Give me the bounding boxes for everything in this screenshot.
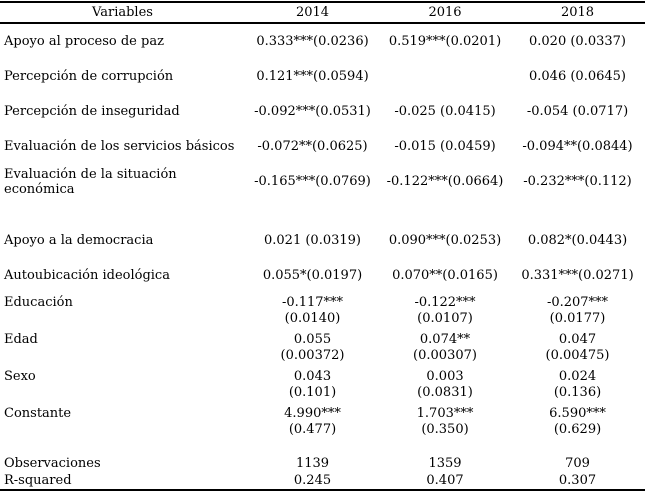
column-header-2016: 2016: [428, 5, 462, 20]
coefficient-cell-2014: 0.121***(0.0594): [256, 69, 369, 84]
table-row-democracia: Apoyo a la democracia 0.021 (0.0319) 0.0…: [0, 223, 645, 258]
table-row-observaciones: Observaciones 1139 1359 709: [0, 455, 645, 472]
coefficient-cell-2018: -0.232***(0.112): [523, 174, 632, 189]
variable-label: Sexo: [4, 369, 36, 384]
stat-cell-2014: 1139: [295, 456, 330, 471]
variable-label: Autoubicación ideológica: [4, 268, 170, 283]
coefficient-cell-2014: 0.333***(0.0236): [256, 34, 369, 49]
table-row-servicios-basicos: Evaluación de los servicios básicos -0.0…: [0, 129, 645, 164]
table-row-educacion: Educación -0.117*** (0.0140) -0.122*** (…: [0, 293, 645, 330]
variable-label: Apoyo a la democracia: [4, 233, 154, 248]
spacer-row: [0, 199, 645, 223]
coefficient-cell-2016: 0.074** (0.00307): [413, 332, 477, 363]
stat-cell-2014: 0.245: [293, 473, 332, 488]
table-row-constante: Constante 4.990*** (0.477) 1.703*** (0.3…: [0, 404, 645, 441]
stat-label: Observaciones: [4, 456, 101, 471]
coefficient-cell-2016: -0.122*** (0.0107): [414, 295, 476, 326]
table-row-edad: Edad 0.055 (0.00372) 0.074** (0.00307) 0…: [0, 330, 645, 367]
coefficient-cell-2016: 0.519***(0.0201): [388, 34, 502, 49]
stat-cell-2016: 1359: [428, 456, 462, 471]
variable-label: Edad: [4, 332, 38, 347]
table-row-ideologia: Autoubicación ideológica 0.055*(0.0197) …: [0, 258, 645, 293]
stat-cell-2018: 0.307: [558, 473, 597, 488]
coefficient-cell-2016: -0.015 (0.0459): [394, 139, 496, 154]
coefficient-cell-2016: [380, 59, 510, 94]
table-header-row: Variables 2014 2016 2018: [0, 2, 645, 23]
coefficient-cell-2016: -0.122***(0.0664): [386, 174, 504, 189]
table-row-corrupcion: Percepción de corrupción 0.121***(0.0594…: [0, 59, 645, 94]
stat-label: R-squared: [4, 473, 72, 488]
table-row-r-squared: R-squared 0.245 0.407 0.307: [0, 472, 645, 490]
coefficient-cell-2014: -0.117*** (0.0140): [281, 295, 344, 326]
table-row-situacion-economica: Evaluación de la situación económica -0.…: [0, 164, 645, 199]
variable-label: Constante: [4, 406, 72, 421]
coefficient-cell-2014: -0.092***(0.0531): [254, 104, 371, 119]
coefficient-cell-2018: 6.590*** (0.629): [549, 406, 606, 437]
variable-label: Apoyo al proceso de paz: [4, 34, 164, 49]
coefficient-cell-2014: -0.165***(0.0769): [254, 174, 371, 189]
spacer-row: [0, 441, 645, 455]
coefficient-cell-2014: 0.043 (0.101): [288, 369, 337, 400]
coefficient-cell-2016: 1.703*** (0.350): [416, 406, 474, 437]
coefficient-cell-2018: -0.094**(0.0844): [522, 139, 633, 154]
column-header-2014: 2014: [295, 5, 330, 20]
variable-label: Educación: [4, 295, 73, 310]
coefficient-cell-2018: -0.207*** (0.0177): [546, 295, 609, 326]
coefficient-cell-2014: 0.021 (0.0319): [264, 233, 361, 248]
coefficient-cell-2014: 0.055*(0.0197): [262, 268, 363, 283]
coefficient-cell-2018: 0.082*(0.0443): [527, 233, 628, 248]
coefficient-cell-2016: 0.003 (0.0831): [417, 369, 473, 400]
coefficient-cell-2016: 0.070**(0.0165): [392, 268, 498, 283]
coefficient-cell-2018: 0.046 (0.0645): [529, 69, 626, 84]
column-header-variables: Variables: [92, 5, 153, 20]
coefficient-cell-2014: 0.055 (0.00372): [280, 332, 345, 363]
coefficient-cell-2014: 4.990*** (0.477): [284, 406, 341, 437]
coefficient-cell-2018: 0.331***(0.0271): [521, 268, 634, 283]
coefficient-cell-2016: 0.090***(0.0253): [388, 233, 502, 248]
coefficient-cell-2018: -0.054 (0.0717): [526, 104, 629, 119]
coefficient-cell-2018: 0.024 (0.136): [553, 369, 602, 400]
table-row-apoyo-paz: Apoyo al proceso de paz 0.333***(0.0236)…: [0, 23, 645, 59]
stat-cell-2016: 0.407: [426, 473, 464, 488]
variable-label: Percepción de corrupción: [4, 69, 174, 84]
coefficient-cell-2016: -0.025 (0.0415): [394, 104, 496, 119]
table-row-sexo: Sexo 0.043 (0.101) 0.003 (0.0831) 0.024 …: [0, 367, 645, 404]
variable-label: Percepción de inseguridad: [4, 104, 180, 119]
variable-label: Evaluación de los servicios básicos: [4, 139, 235, 154]
variable-label: Evaluación de la situación económica: [4, 166, 177, 197]
column-header-2018: 2018: [560, 5, 595, 20]
coefficient-cell-2014: -0.072**(0.0625): [257, 139, 368, 154]
table-row-inseguridad: Percepción de inseguridad -0.092***(0.05…: [0, 94, 645, 129]
stat-cell-2018: 709: [565, 456, 590, 471]
coefficient-cell-2018: 0.020 (0.0337): [529, 34, 626, 49]
coefficient-cell-2018: 0.047 (0.00475): [545, 332, 610, 363]
